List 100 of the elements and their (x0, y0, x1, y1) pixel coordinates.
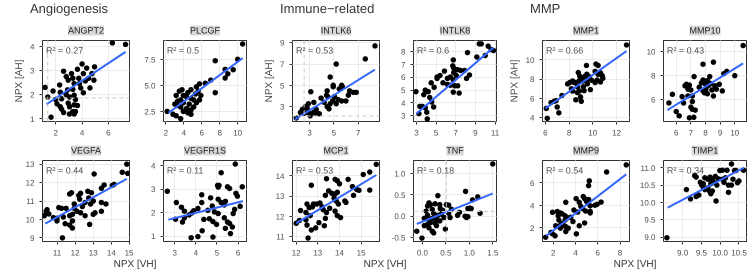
x-tick-label: 3 (414, 128, 420, 138)
x-tick-label: 3 (172, 248, 178, 258)
x-tick-label: 6 (200, 128, 205, 138)
y-tick-label: 3 (401, 112, 406, 121)
y-tick-label: 10 (646, 47, 656, 56)
y-tick-label: 2 (151, 208, 156, 218)
y-tick-label: 10 (526, 56, 536, 65)
x-tick-label: 2 (164, 128, 169, 138)
y-tick-label: 7.5 (144, 55, 156, 64)
y-tick-label: 3 (280, 102, 286, 112)
x-tick-label: 4 (573, 248, 578, 258)
x-tick-label: 12 (612, 128, 622, 138)
x-tick-label: 1.5 (487, 248, 499, 258)
x-tick-label: 11 (490, 128, 500, 138)
x-axis-title: NPX [VH] (114, 258, 156, 272)
chart-title: MMP9 (573, 146, 600, 156)
x-tick-label: 5 (332, 128, 337, 138)
x-tick-label: 4 (182, 128, 187, 138)
x-tick-label: 6 (106, 128, 112, 138)
y-axis-title: NPX [AH] (510, 59, 521, 102)
x-tick-label: 12 (70, 248, 80, 258)
y-tick-label: 10.0 (640, 198, 656, 208)
y-tick-label: 9.5 (644, 216, 656, 225)
y-tick-label: 12 (26, 178, 36, 188)
chart-title: INTLK6 (320, 26, 352, 36)
x-tick-label: 0.5 (440, 248, 452, 258)
annotation: R² = 0.54 (546, 165, 584, 176)
annotation: R² = 0.43 (666, 45, 704, 56)
x-tick-label: 2 (53, 128, 58, 138)
annotation: R² = 0.6 (416, 45, 450, 56)
x-tick-label: 8 (618, 248, 623, 258)
x-tick-label: 13 (313, 248, 323, 258)
y-tick-label: 10 (26, 215, 36, 224)
annotation: R² = 0.11 (166, 165, 204, 176)
x-tick-label: 6 (236, 248, 241, 258)
x-tick-label: 10.5 (731, 248, 748, 258)
x-tick-label: 4 (80, 128, 85, 138)
y-tick-label: 1.0 (394, 169, 406, 178)
x-tick-label: 2 (550, 248, 556, 258)
y-tick-label: 8 (401, 47, 406, 56)
annotation: R² = 0.53 (296, 165, 334, 176)
y-tick-label: 5.0 (144, 81, 156, 90)
x-tick-label: 15 (356, 248, 366, 258)
y-tick-label: 2 (530, 224, 536, 233)
y-tick-label: 2 (30, 90, 36, 100)
chart-title: TIMP1 (692, 146, 718, 156)
x-tick-label: 6 (543, 128, 548, 138)
x-tick-label: 9 (718, 128, 723, 138)
annotation: R² = 0.27 (46, 45, 84, 56)
chart-title: INTLK8 (440, 26, 470, 36)
y-tick-label: 7 (401, 60, 406, 70)
y-axis-title: NPX [AH] (264, 59, 276, 102)
chart-title: MMP1 (573, 26, 600, 36)
y-tick-label: 4 (530, 201, 536, 210)
x-axis-title: NPX [VH] (364, 258, 406, 272)
y-tick-label: 4 (151, 162, 156, 171)
x-tick-label: 9 (473, 128, 478, 138)
y-tick-label: 4 (530, 114, 536, 123)
x-tick-label: 5 (214, 248, 220, 258)
y-axis-title: NPX [AH] (14, 59, 26, 102)
x-tick-label: 12 (292, 248, 302, 258)
x-tick-label: 3 (307, 128, 312, 138)
annotation: R² = 0.34 (666, 165, 704, 176)
chart-subtitle: Immune−related (280, 0, 374, 18)
y-tick-label: 3 (151, 185, 156, 194)
x-tick-label: 10 (588, 128, 598, 138)
x-tick-label: 8 (218, 128, 223, 138)
x-tick-label: 11 (52, 248, 62, 258)
y-tick-label: 9.0 (644, 233, 656, 242)
chart-subtitle: MMP (530, 0, 560, 18)
y-tick-label: 5 (280, 81, 286, 90)
y-tick-label: 13 (276, 192, 286, 202)
y-tick-label: 6 (530, 94, 536, 104)
y-tick-label: 4 (401, 98, 406, 108)
x-tick-label: 6 (674, 128, 680, 138)
x-tick-label: 8 (703, 128, 708, 138)
y-tick-label: 0.0 (394, 212, 406, 222)
x-axis-title: NPX [VH] (614, 258, 656, 272)
annotation: R² = 0.5 (166, 45, 200, 56)
x-tick-label: 8 (566, 128, 572, 138)
x-tick-label: 13 (88, 248, 98, 258)
x-tick-label: 10 (233, 128, 243, 138)
y-tick-label: 4 (30, 42, 36, 52)
y-tick-label: 1 (30, 114, 36, 124)
y-tick-label: 6 (401, 73, 406, 82)
x-tick-label: 4 (194, 248, 199, 258)
y-tick-label: 9 (280, 38, 286, 48)
x-tick-label: 15 (124, 248, 134, 258)
y-tick-label: 2.5 (144, 107, 156, 116)
chart-title: MMP10 (689, 26, 721, 36)
x-tick-label: 7 (356, 128, 361, 138)
x-tick-label: 7 (688, 128, 694, 138)
y-tick-label: 6 (530, 178, 536, 188)
chart-title: VEGFR1S (184, 146, 226, 156)
chart-title: TNF (446, 146, 464, 156)
x-tick-label: 9.0 (677, 248, 689, 258)
x-tick-label: 6 (596, 248, 601, 258)
annotation: R² = 0.53 (296, 45, 334, 56)
chart-title: MCP1 (324, 146, 349, 156)
x-tick-label: 0.0 (416, 248, 429, 258)
